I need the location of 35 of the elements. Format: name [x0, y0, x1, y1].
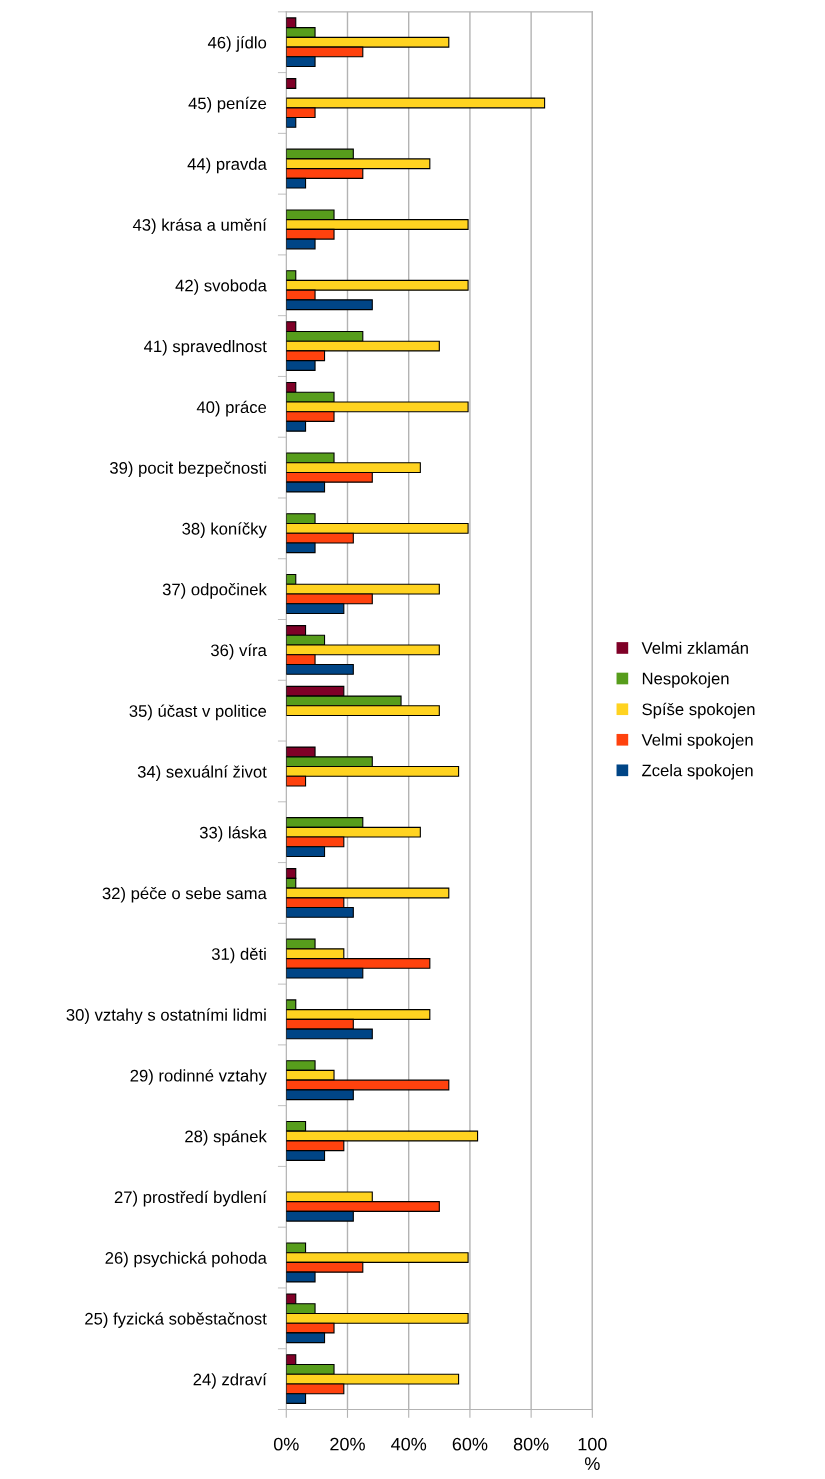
y-tick-label: 44) pravda — [187, 157, 267, 174]
y-tick-label: 35) účast v politice — [129, 704, 267, 721]
y-tick-label: 38) koníčky — [182, 522, 267, 538]
y-tick-label: 27) prostředí bydlení — [114, 1190, 267, 1207]
bar — [286, 78, 297, 89]
y-tick-label: 45) peníze — [188, 96, 267, 113]
y-tick-label: 41) spravedlnost — [144, 340, 267, 356]
y-tick-label: 34) sexuální život — [137, 765, 267, 782]
legend-label: Velmi zklamán — [641, 641, 748, 654]
y-tick-label: 29) rodinné vztahy — [130, 1069, 267, 1085]
x-tick-label: 0% — [273, 1437, 299, 1451]
x-tick-label: 100 % — [578, 1437, 607, 1470]
y-tick-label: 42) svoboda — [175, 279, 267, 295]
legend-label: Zcela spokojen — [642, 764, 753, 780]
y-tick-label: 32) péče o sebe sama — [102, 886, 267, 903]
x-tick-label: 20% — [330, 1437, 365, 1451]
y-tick-label: 46) jídlo — [207, 36, 267, 52]
legend-label: Spíše spokojen — [642, 702, 755, 719]
y-tick-label: 40) práce — [196, 400, 267, 417]
y-tick-label: 43) krása a umění — [132, 218, 267, 235]
y-tick-label: 28) spánek — [185, 1129, 267, 1146]
x-tick-label: 40% — [391, 1437, 427, 1451]
y-tick-label: 36) víra — [210, 643, 267, 660]
y-tick-label: 39) pocit bezpečnosti — [109, 461, 266, 478]
y-tick-label: 25) fyzická soběstačnost — [85, 1312, 267, 1328]
y-tick-label: 30) vztahy s ostatními lidmi — [66, 1008, 266, 1025]
y-tick-label: 33) láska — [199, 826, 267, 842]
y-tick-label: 24) zdraví — [193, 1372, 267, 1389]
x-tick-label: 80% — [513, 1437, 549, 1451]
legend-label: Nespokojen — [642, 672, 729, 688]
y-tick-label: 26) psychická pohoda — [105, 1251, 267, 1268]
y-tick-label: 31) děti — [211, 947, 266, 964]
legend-label: Velmi spokojen — [641, 733, 753, 750]
y-tick-label: 37) odpočinek — [162, 583, 267, 599]
x-tick-label: 60% — [452, 1437, 488, 1451]
